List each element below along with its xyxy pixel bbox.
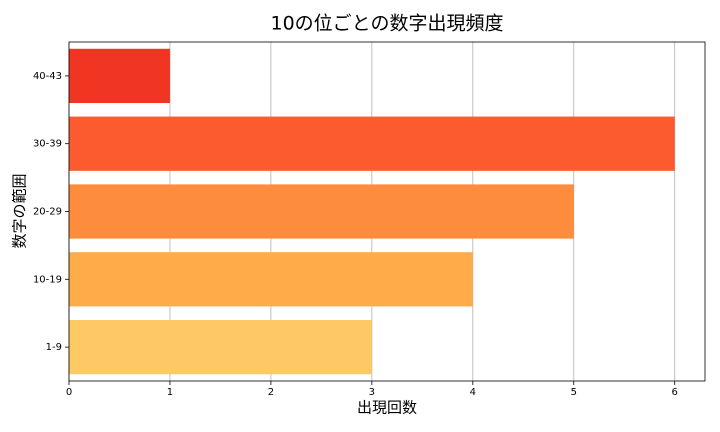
- bar: [69, 319, 372, 375]
- x-tick-label: 0: [66, 387, 72, 398]
- bar: [69, 184, 574, 239]
- x-tick-label: 5: [571, 387, 577, 398]
- y-tick-label: 20-29: [33, 207, 62, 218]
- chart-title: 10の位ごとの数字出現頻度: [271, 13, 504, 35]
- y-tick-label: 1-9: [46, 342, 62, 353]
- y-axis-label: 数字の範囲: [11, 173, 29, 248]
- x-tick-label: 1: [167, 387, 173, 398]
- plot-frame: [68, 41, 706, 382]
- y-tick-label: 40-43: [33, 71, 62, 82]
- bar: [69, 252, 473, 307]
- x-tick-label: 3: [369, 387, 375, 398]
- bar: [69, 48, 170, 104]
- x-tick-label: 4: [470, 387, 476, 398]
- x-tick-label: 6: [672, 387, 678, 398]
- y-tick-label: 10-19: [33, 274, 62, 285]
- y-tick-label: 30-39: [33, 139, 62, 150]
- x-axis-label: 出現回数: [357, 399, 417, 417]
- x-tick-label: 2: [268, 387, 274, 398]
- bar: [69, 116, 675, 171]
